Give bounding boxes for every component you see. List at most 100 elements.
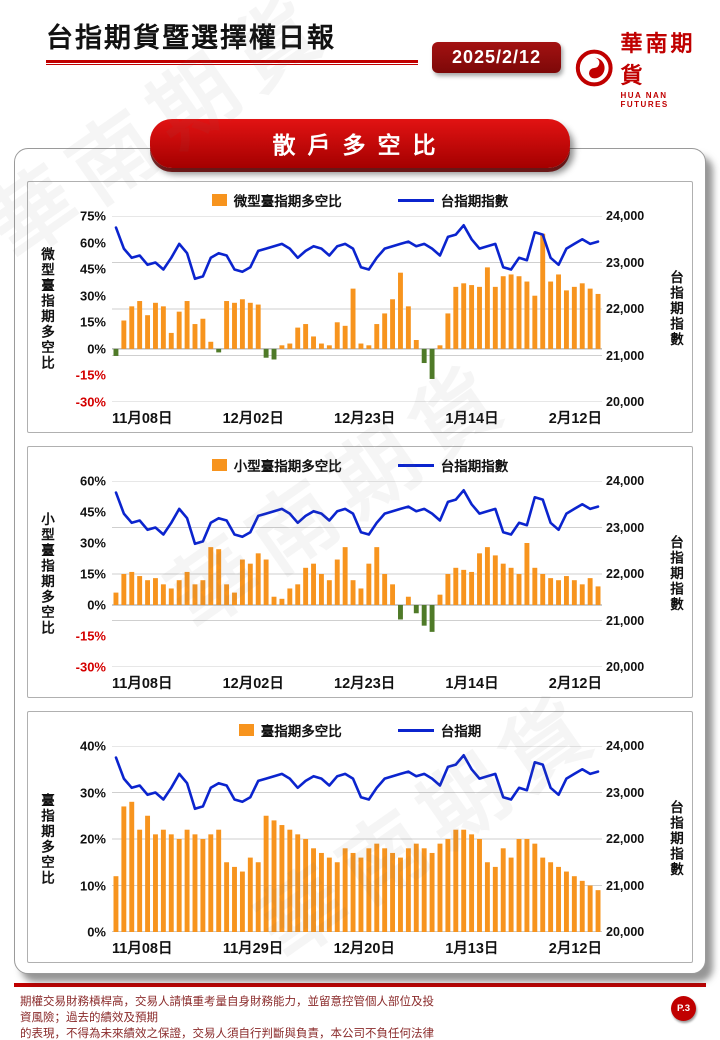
chart-panel-micro-futures: 微型臺指期多空比 台指期指數 微型臺指期多空比 75% 60% 45% 30% 15% 0… (27, 181, 693, 433)
report-header: 台指期貨暨選擇權日報 2025/2/12 華南期貨 HUA NAN FUTURE… (0, 0, 720, 109)
left-axis-tick: 15% (79, 314, 106, 330)
left-axis-tick: -15% (75, 628, 106, 644)
right-axis-tick: 24,000 (606, 209, 645, 223)
right-axis-tick: 23,000 (606, 520, 645, 535)
left-axis-tick: 20% (79, 831, 106, 847)
right-axis-tick: 23,000 (606, 255, 645, 270)
x-axis-tick: 12月23日 (334, 676, 396, 692)
left-axis-tick: 60% (79, 235, 106, 251)
plot-region (112, 481, 602, 667)
right-axis-tick: 24,000 (606, 474, 645, 488)
report-card: 微型臺指期多空比 台指期指數 微型臺指期多空比 75% 60% 45% 30% 15% 0… (14, 148, 706, 974)
x-axis-tick: 2月12日 (548, 676, 602, 692)
x-axis-labels: 11月08日 12月02日 12月23日 1月14日 2月12日 (112, 667, 602, 693)
right-axis-tick: 23,000 (606, 785, 645, 800)
company-name-en: HUA NAN FUTURES (620, 91, 669, 109)
report-title: 台指期貨暨選擇權日報 (46, 23, 336, 53)
right-axis-labels: 24,000 23,000 22,000 21,000 20,000 (602, 739, 664, 939)
left-axis-tick: -30% (75, 394, 106, 410)
left-axis-title: 微型臺指期多空比 (39, 247, 54, 371)
right-axis-labels: 24,000 23,000 22,000 21,000 20,000 (602, 209, 664, 409)
legend-item-line: 台指期指數 (397, 455, 509, 475)
x-axis-tick: 2月12日 (548, 411, 602, 427)
legend-item-bars: 微型臺指期多空比 (211, 190, 342, 210)
chart-legend: 臺指期多空比 台指期 (34, 718, 686, 746)
bar-legend-label: 小型臺指期多空比 (233, 459, 342, 474)
right-axis-tick: 21,000 (606, 878, 645, 893)
left-axis-title: 小型臺指期多空比 (39, 512, 54, 636)
right-axis-tick: 22,000 (606, 832, 645, 846)
chart-plot (112, 746, 602, 932)
left-axis-tick: 45% (79, 261, 106, 277)
footer-divider (14, 983, 706, 987)
left-axis-labels: 75% 60% 45% 30% 15% 0% -15% -30% (58, 209, 112, 410)
right-axis-tick: 20,000 (606, 395, 645, 409)
x-axis-tick: 12月23日 (334, 411, 396, 427)
left-axis-tick: 30% (79, 288, 106, 304)
right-axis-tick: 20,000 (606, 660, 645, 674)
left-axis-tick: 60% (79, 473, 106, 489)
left-axis-tick: -30% (75, 659, 106, 675)
right-axis-title: 台指期指數 (668, 535, 683, 613)
chart-panel-taiex-futures: 臺指期多空比 台指期 臺指期多空比 40% 30% 20% 10% 0% 24,000 2… (27, 711, 693, 963)
disclaimer-line: 期權交易財務槓桿高，交易人請慎重考量自身財務能力，並留意控管個人部位及投資風險；… (20, 996, 434, 1025)
chart-legend: 小型臺指期多空比 台指期指數 (34, 453, 686, 481)
x-axis-labels: 11月08日 12月02日 12月23日 1月14日 2月12日 (112, 402, 602, 428)
left-axis-tick: 75% (79, 208, 106, 224)
left-axis-labels: 40% 30% 20% 10% 0% (58, 739, 112, 940)
bar-legend-label: 微型臺指期多空比 (233, 194, 342, 209)
plot-region (112, 746, 602, 932)
line-swatch-icon (397, 463, 434, 467)
report-date-badge: 2025/2/12 (432, 42, 562, 73)
line-legend-label: 台指期指數 (440, 194, 509, 209)
title-block: 台指期貨暨選擇權日報 (46, 16, 418, 65)
x-axis-tick: 11月29日 (222, 941, 284, 957)
company-name-zh: 華南期貨 (620, 31, 696, 88)
x-axis-tick: 1月13日 (445, 941, 499, 957)
line-swatch-icon (397, 728, 434, 732)
left-axis-tick: 0% (87, 924, 106, 940)
left-axis-tick: 15% (79, 566, 106, 582)
left-axis-tick: 0% (87, 341, 106, 357)
chart-plot (112, 481, 602, 667)
chart-area: 臺指期多空比 40% 30% 20% 10% 0% 24,000 23,000 22,000… (34, 739, 686, 958)
left-axis-title: 臺指期多空比 (39, 792, 54, 886)
left-axis-tick: 10% (79, 878, 106, 893)
right-axis-title: 台指期指數 (668, 270, 683, 348)
right-axis-tick: 24,000 (606, 739, 645, 753)
left-axis-labels: 60% 45% 30% 15% 0% -15% -30% (58, 474, 112, 675)
chart-area: 微型臺指期多空比 75% 60% 45% 30% 15% 0% -15% -30% 24,00… (34, 209, 686, 428)
right-axis-tick: 21,000 (606, 348, 645, 363)
x-axis-tick: 12月20日 (333, 941, 395, 957)
legend-item-line: 台指期 (397, 720, 481, 740)
plot-region (112, 216, 602, 402)
x-axis-tick: 1月14日 (445, 676, 499, 692)
chart-panel-mini-futures: 小型臺指期多空比 台指期指數 小型臺指期多空比 60% 45% 30% 15% 0% -1… (27, 446, 693, 698)
disclaimer-line: 的表現，不得為未來績效之保證，交易人須自行判斷與負責，本公司不負任何法律責任。 (20, 1028, 434, 1040)
right-axis-tick: 21,000 (606, 613, 645, 628)
line-swatch-icon (397, 198, 434, 202)
right-axis-labels: 24,000 23,000 22,000 21,000 20,000 (602, 474, 664, 674)
chart-area: 小型臺指期多空比 60% 45% 30% 15% 0% -15% -30% 24,000 23… (34, 474, 686, 693)
left-axis-tick: 30% (79, 785, 106, 800)
x-axis-labels: 11月08日 11月29日 12月20日 1月13日 2月12日 (112, 932, 602, 958)
x-axis-tick: 11月08日 (112, 411, 173, 427)
right-axis-tick: 22,000 (606, 302, 645, 316)
x-axis-tick: 11月08日 (112, 941, 173, 957)
x-axis-tick: 2月12日 (548, 941, 602, 957)
bar-swatch-icon (211, 459, 227, 471)
page-number-badge: P.3 (671, 996, 696, 1021)
right-axis-tick: 22,000 (606, 567, 645, 581)
left-axis-tick: 30% (79, 535, 106, 551)
right-axis-tick: 20,000 (606, 925, 645, 939)
chart-legend: 微型臺指期多空比 台指期指數 (34, 188, 686, 216)
footer-right: P.3 資料來源：台灣證券交易所 & 台灣期貨交易所 (448, 994, 704, 1040)
bar-swatch-icon (211, 194, 227, 206)
disclaimer-text: 期權交易財務槓桿高，交易人請慎重考量自身財務能力，並留意控管個人部位及投資風險；… (20, 994, 436, 1040)
legend-item-line: 台指期指數 (397, 190, 509, 210)
line-legend-label: 台指期指數 (440, 459, 509, 474)
bar-swatch-icon (238, 724, 254, 736)
x-axis-tick: 12月02日 (222, 411, 284, 427)
bar-legend-label: 臺指期多空比 (260, 724, 342, 739)
